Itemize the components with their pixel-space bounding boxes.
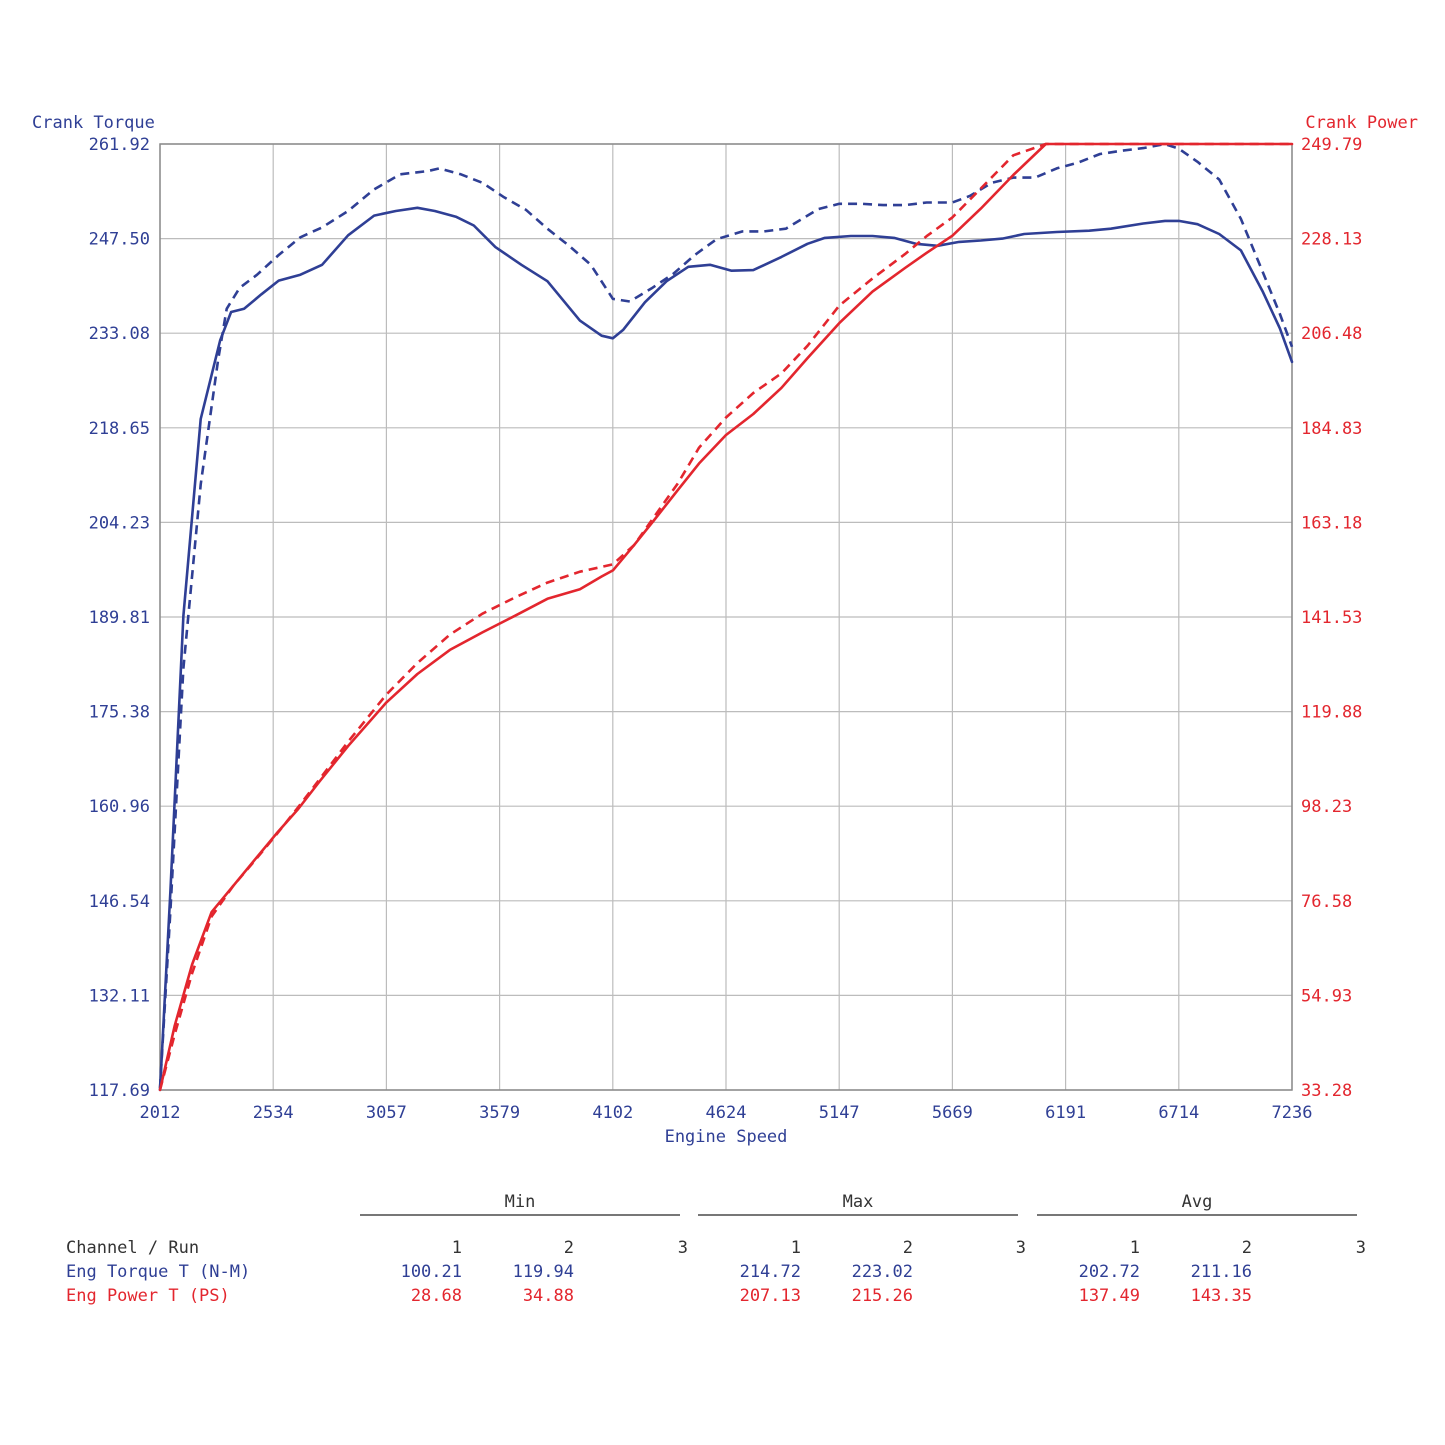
avg-run-1-header: 1: [1129, 1238, 1140, 1258]
right-tick-label-228.13: 228.13: [1301, 230, 1362, 250]
x-tick-label-5147: 5147: [819, 1103, 860, 1123]
torque-max-run-2: 223.02: [851, 1262, 913, 1282]
left-axis-ticks: 117.69 132.11 146.54 160.96 175.38 189.81 204.…: [89, 135, 150, 1101]
torque-min-run-1: 100.21: [400, 1262, 462, 1282]
power-max-run-2: 215.26: [851, 1286, 913, 1306]
torque-max-run-1: 214.72: [739, 1262, 801, 1282]
x-tick-label-2534: 2534: [253, 1103, 294, 1123]
max-run-3-header: 3: [1015, 1238, 1026, 1258]
group-min-header: Min: [504, 1192, 536, 1212]
series-lines: [158, 142, 1294, 1092]
left-tick-label-189.81: 189.81: [89, 608, 150, 628]
torque-min-run-2: 119.94: [512, 1262, 574, 1282]
avg-run-3-header: 3: [1355, 1238, 1366, 1258]
torque-avg-run-2: 211.16: [1190, 1262, 1252, 1282]
group-min-rule: [360, 1214, 680, 1216]
right-tick-label-184.83: 184.83: [1301, 419, 1362, 439]
group-max-header: Max: [842, 1192, 874, 1212]
left-tick-label-132.11: 132.11: [89, 986, 150, 1006]
power-max-run-1: 207.13: [739, 1286, 801, 1306]
right-tick-label-249.79: 249.79: [1301, 135, 1362, 155]
right-tick-label-206.48: 206.48: [1301, 324, 1362, 344]
x-axis-title: Engine Speed: [665, 1127, 788, 1147]
right-tick-label-76.58: 76.58: [1301, 892, 1352, 912]
left-tick-label-175.38: 175.38: [89, 703, 150, 723]
power-min-run-2: 34.88: [522, 1286, 574, 1306]
avg-run-2-header: 2: [1241, 1238, 1252, 1258]
torque-row-label: Eng Torque T (N-M): [66, 1262, 251, 1282]
torque-line-run-1: [158, 206, 1294, 1092]
right-tick-label-119.88: 119.88: [1301, 703, 1362, 723]
group-avg-rule: [1037, 1214, 1357, 1216]
left-tick-label-247.50: 247.50: [89, 230, 150, 250]
x-tick-label-5669: 5669: [932, 1103, 973, 1123]
plot-frame: [159, 143, 1293, 1091]
power-avg-run-1: 137.49: [1078, 1286, 1140, 1306]
min-run-1-header: 1: [451, 1238, 462, 1258]
group-max-rule: [698, 1214, 1018, 1216]
x-tick-label-6191: 6191: [1045, 1103, 1086, 1123]
right-axis-title: Crank Power: [1305, 113, 1418, 133]
power-avg-run-2: 143.35: [1190, 1286, 1252, 1306]
x-tick-label-2012: 2012: [140, 1103, 181, 1123]
right-tick-label-141.53: 141.53: [1301, 608, 1362, 628]
torque-avg-run-1: 202.72: [1078, 1262, 1140, 1282]
right-tick-label-54.93: 54.93: [1301, 986, 1352, 1006]
x-tick-label-7236: 7236: [1272, 1103, 1313, 1123]
max-run-1-header: 1: [790, 1238, 801, 1258]
right-tick-label-98.23: 98.23: [1301, 797, 1352, 817]
min-run-3-header: 3: [677, 1238, 688, 1258]
right-tick-label-33.28: 33.28: [1301, 1081, 1352, 1101]
min-run-2-header: 2: [563, 1238, 574, 1258]
left-tick-label-218.65: 218.65: [89, 419, 150, 439]
channel-run-header: Channel / Run: [66, 1238, 200, 1258]
max-run-2-header: 2: [902, 1238, 913, 1258]
x-tick-label-3057: 3057: [366, 1103, 407, 1123]
x-tick-label-3579: 3579: [479, 1103, 520, 1123]
right-axis-ticks: 33.28 54.93 76.58 98.23 119.88 141.53 163.18 18…: [1301, 135, 1362, 1101]
power-line-run-2: [158, 142, 1292, 1091]
grid: [159, 143, 1293, 1091]
summary-table: Min Max Avg Channel / Run 1 2 3 1 2 3 1 …: [0, 1180, 1445, 1320]
left-tick-label-261.92: 261.92: [89, 135, 150, 155]
left-tick-label-233.08: 233.08: [89, 324, 150, 344]
left-axis-title: Crank Torque: [32, 113, 155, 133]
power-min-run-1: 28.68: [410, 1286, 462, 1306]
x-axis-ticks: 2012 2534 3057 3579 4102 4624 5147 5669 6191 6714…: [140, 1103, 1313, 1123]
group-avg-header: Avg: [1181, 1192, 1213, 1212]
right-tick-label-163.18: 163.18: [1301, 513, 1362, 533]
x-tick-label-4624: 4624: [706, 1103, 747, 1123]
left-tick-label-204.23: 204.23: [89, 513, 150, 533]
left-tick-label-160.96: 160.96: [89, 797, 150, 817]
left-tick-label-117.69: 117.69: [89, 1081, 150, 1101]
x-tick-label-6714: 6714: [1158, 1103, 1199, 1123]
left-tick-label-146.54: 146.54: [89, 892, 150, 912]
x-tick-label-4102: 4102: [592, 1103, 633, 1123]
power-row-label: Eng Power T (PS): [66, 1286, 230, 1306]
torque-line-run-2: [158, 142, 1294, 1089]
